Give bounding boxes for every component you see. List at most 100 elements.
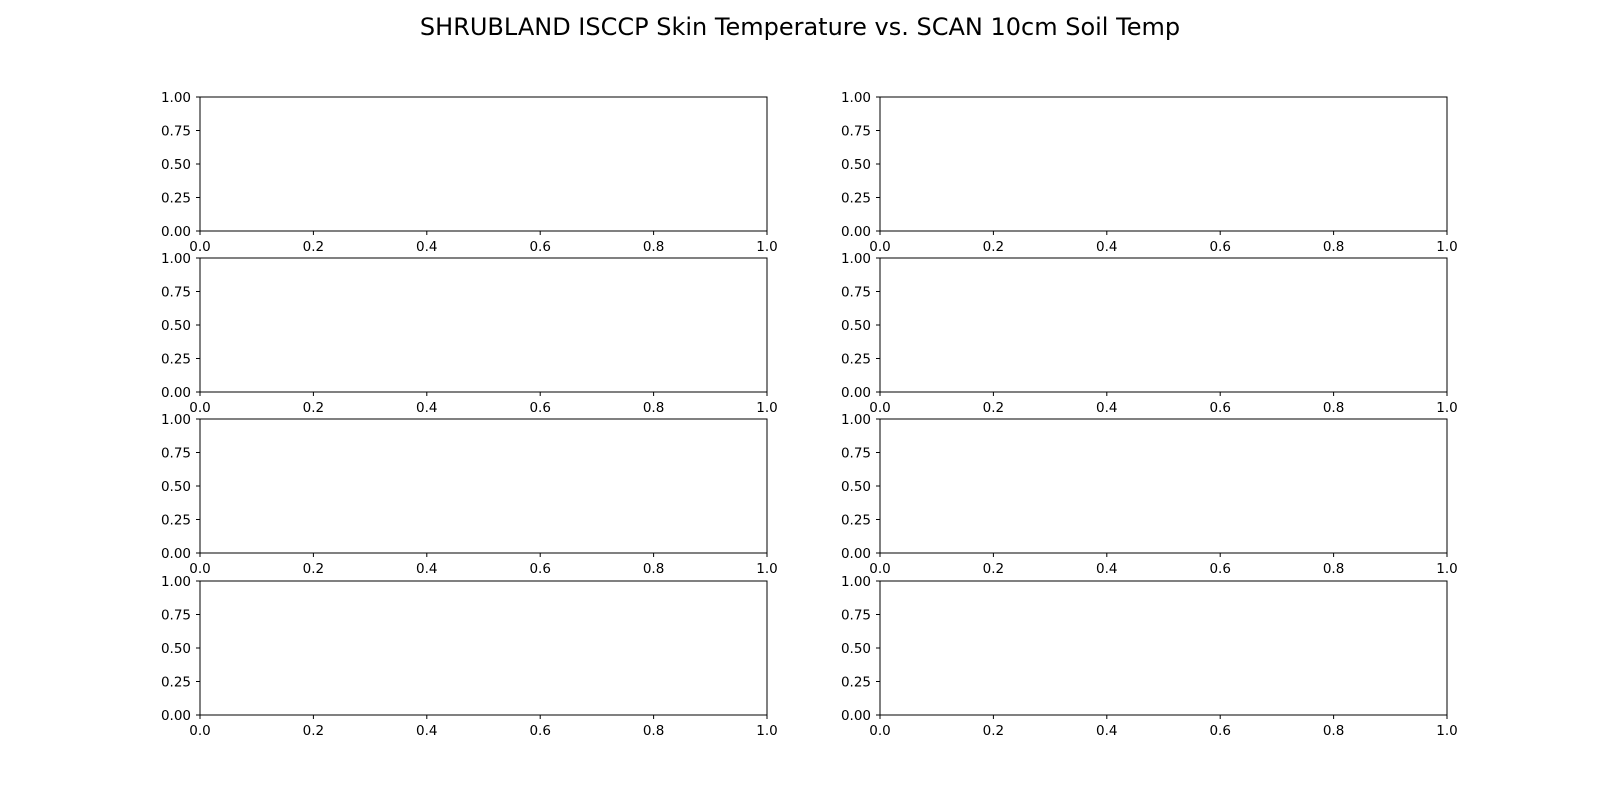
subplot-r3c2: 0.0 0.2 0.4 0.6 0.8 1.0 0.00 0.25 0.50 0.75 1.00 <box>841 412 1458 577</box>
subplot-r1c2: 0.0 0.2 0.4 0.6 0.8 1.0 0.00 0.25 0.50 0.75 1.00 <box>841 90 1458 255</box>
x-tick-label: 0.4 <box>416 561 437 577</box>
y-tick-label: 0.25 <box>161 675 191 691</box>
subplot-r4c1: 0.0 0.2 0.4 0.6 0.8 1.0 0.00 0.25 0.50 0.75 1.00 <box>161 574 778 739</box>
y-tick-label: 0.50 <box>841 641 871 657</box>
y-tick-label: 0.75 <box>161 285 191 301</box>
y-tick-label: 1.00 <box>841 90 871 106</box>
axes-frame <box>199 96 768 232</box>
x-tick-label: 0.6 <box>1209 561 1230 577</box>
x-tick-label: 0.4 <box>1096 561 1117 577</box>
y-tick-label: 0.50 <box>161 318 191 334</box>
x-tick-label: 1.0 <box>1436 400 1457 416</box>
x-tick-label: 0.4 <box>416 239 437 255</box>
axes-frame <box>879 418 1448 554</box>
y-tick-label: 0.50 <box>841 157 871 173</box>
y-tick-label: 0.50 <box>161 641 191 657</box>
x-tick-label: 0.0 <box>189 400 210 416</box>
x-tick-label: 0.6 <box>529 723 550 739</box>
x-tick-label: 0.6 <box>529 239 550 255</box>
x-tick-label: 0.8 <box>643 400 664 416</box>
x-tick-label: 0.6 <box>1209 723 1230 739</box>
axes-frame <box>199 257 768 393</box>
x-tick-label: 0.8 <box>1323 239 1344 255</box>
y-tick-label: 0.00 <box>841 224 871 240</box>
x-tick-label: 0.4 <box>1096 239 1117 255</box>
y-tick-label: 1.00 <box>841 251 871 267</box>
x-tick-label: 0.8 <box>643 561 664 577</box>
x-tick-label: 0.4 <box>416 400 437 416</box>
y-tick-label: 0.75 <box>841 608 871 624</box>
subplot-r4c2: 0.0 0.2 0.4 0.6 0.8 1.0 0.00 0.25 0.50 0.75 1.00 <box>841 574 1458 739</box>
y-tick-label: 1.00 <box>841 412 871 428</box>
y-tick-label: 1.00 <box>161 251 191 267</box>
x-tick-label: 0.0 <box>189 561 210 577</box>
x-tick-label: 1.0 <box>1436 239 1457 255</box>
y-tick-label: 0.25 <box>161 352 191 368</box>
subplot-r2c1: 0.0 0.2 0.4 0.6 0.8 1.0 0.00 0.25 0.50 0.75 1.00 <box>161 251 778 416</box>
x-tick-label: 0.2 <box>303 561 324 577</box>
x-tick-label: 0.2 <box>303 239 324 255</box>
x-tick-label: 0.0 <box>189 723 210 739</box>
x-tick-label: 0.8 <box>1323 723 1344 739</box>
x-tick-label: 0.6 <box>529 400 550 416</box>
figure-title: SHRUBLAND ISCCP Skin Temperature vs. SCA… <box>420 13 1180 41</box>
x-tick-label: 0.8 <box>1323 400 1344 416</box>
y-tick-label: 0.25 <box>841 675 871 691</box>
axes-frame <box>199 580 768 716</box>
y-tick-label: 0.50 <box>841 318 871 334</box>
x-tick-label: 0.8 <box>1323 561 1344 577</box>
subplot-r3c1: 0.0 0.2 0.4 0.6 0.8 1.0 0.00 0.25 0.50 0.75 1.00 <box>161 412 778 577</box>
x-tick-label: 0.6 <box>1209 239 1230 255</box>
axes-frame <box>879 580 1448 716</box>
y-tick-label: 0.50 <box>161 479 191 495</box>
axes-frame <box>879 257 1448 393</box>
x-tick-label: 0.2 <box>303 400 324 416</box>
x-tick-label: 0.2 <box>983 400 1004 416</box>
x-tick-label: 0.0 <box>869 239 890 255</box>
subplot-grid: 0.0 0.2 0.4 0.6 0.8 1.00.000.250.500.751.000.… <box>161 90 1458 739</box>
y-tick-label: 1.00 <box>841 574 871 590</box>
axes-frame <box>879 96 1448 232</box>
x-tick-label: 1.0 <box>1436 723 1457 739</box>
y-tick-label: 0.00 <box>841 708 871 724</box>
x-tick-label: 0.2 <box>983 561 1004 577</box>
y-tick-label: 0.75 <box>161 608 191 624</box>
y-tick-label: 1.00 <box>161 574 191 590</box>
x-tick-label: 0.0 <box>189 239 210 255</box>
x-tick-label: 0.8 <box>643 239 664 255</box>
x-tick-label: 0.2 <box>983 723 1004 739</box>
x-tick-label: 1.0 <box>756 239 777 255</box>
y-tick-label: 0.25 <box>841 513 871 529</box>
y-tick-label: 0.75 <box>841 446 871 462</box>
y-tick-label: 0.50 <box>841 479 871 495</box>
x-tick-label: 0.4 <box>1096 723 1117 739</box>
x-tick-label: 1.0 <box>756 723 777 739</box>
y-tick-label: 0.25 <box>841 191 871 207</box>
x-tick-label: 0.8 <box>643 723 664 739</box>
y-tick-label: 0.00 <box>841 546 871 562</box>
y-tick-label: 0.75 <box>161 124 191 140</box>
y-tick-label: 0.00 <box>161 546 191 562</box>
y-tick-label: 0.50 <box>161 157 191 173</box>
x-tick-label: 0.0 <box>869 400 890 416</box>
subplot-r2c2: 0.0 0.2 0.4 0.6 0.8 1.0 0.00 0.25 0.50 0.75 1.00 <box>841 251 1458 416</box>
x-tick-label: 0.0 <box>869 723 890 739</box>
y-tick-label: 0.00 <box>161 708 191 724</box>
x-tick-label: 0.2 <box>983 239 1004 255</box>
x-tick-label: 1.0 <box>1436 561 1457 577</box>
axes-frame <box>199 418 768 554</box>
x-tick-label: 0.0 <box>869 561 890 577</box>
y-tick-label: 0.25 <box>161 513 191 529</box>
x-tick-label: 0.4 <box>416 723 437 739</box>
y-tick-label: 0.25 <box>161 191 191 207</box>
y-tick-label: 0.75 <box>161 446 191 462</box>
subplot-r1c1: 0.0 0.2 0.4 0.6 0.8 1.0 0.00 0.25 0.50 0.75 1.00 <box>161 90 778 255</box>
y-tick-label: 0.25 <box>841 352 871 368</box>
x-tick-label: 1.0 <box>756 400 777 416</box>
y-tick-label: 0.75 <box>841 285 871 301</box>
x-tick-label: 0.2 <box>303 723 324 739</box>
y-tick-label: 0.75 <box>841 124 871 140</box>
x-tick-label: 0.6 <box>529 561 550 577</box>
y-tick-label: 1.00 <box>161 90 191 106</box>
